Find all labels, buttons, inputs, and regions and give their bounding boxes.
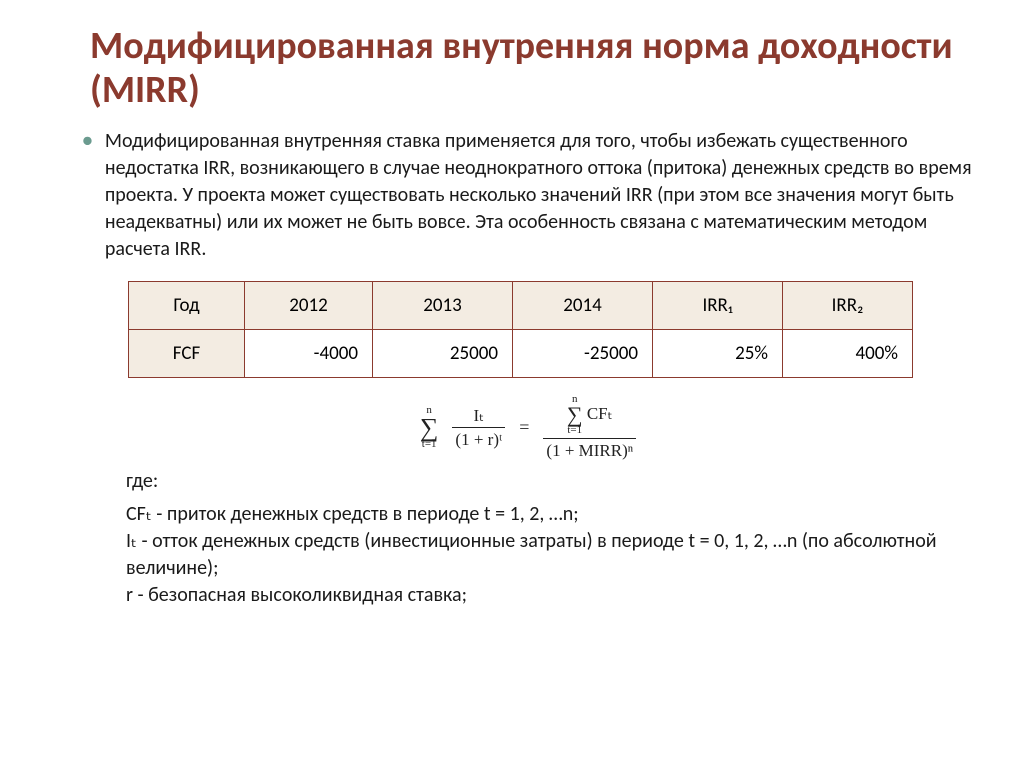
equals-sign: = [519,417,529,438]
table-cell: -4000 [245,330,373,378]
table-cell: 2014 [513,282,653,330]
fraction-bar [452,427,505,428]
def-cf: CFₜ - приток денежных средств в периоде … [126,501,974,528]
table-row: Год 2012 2013 2014 IRR₁ IRR₂ [129,282,913,330]
sum-left: n ∑ t=1 [420,405,439,450]
irr-table: Год 2012 2013 2014 IRR₁ IRR₂ FCF -4000 2… [128,281,913,378]
table-cell: 2012 [245,282,373,330]
table-cell: 2013 [373,282,513,330]
paragraph-text: Модифицированная внутренняя ставка приме… [105,128,974,263]
table-cell: 400% [783,330,913,378]
table-cell: 25000 [373,330,513,378]
table-cell: IRR₁ [653,282,783,330]
fraction-bar [543,438,636,439]
bullet-icon: ● [82,128,93,153]
sigma-icon: ∑ [567,405,583,425]
fraction-left: Iₜ (1 + r)ᵗ [452,406,505,450]
bullet-item: ● Модифицированная внутренняя ставка при… [82,128,974,263]
slide-title: Модифицированная внутренняя норма доходн… [50,25,974,112]
denominator: (1 + r)ᵗ [452,430,505,450]
numerator: n ∑ t=1 CFₜ [564,394,616,436]
definitions-block: CFₜ - приток денежных средств в периоде … [126,501,974,609]
fraction-right: n ∑ t=1 CFₜ (1 + MIRR)ⁿ [543,394,636,460]
denominator: (1 + MIRR)ⁿ [543,441,636,461]
where-label: где: [126,469,974,493]
sum-lower: t=1 [422,439,437,450]
table-cell: IRR₂ [783,282,913,330]
sum-lower: t=1 [567,425,582,436]
table-cell: FCF [129,330,245,378]
table-cell: Год [129,282,245,330]
cf-term: CFₜ [587,404,613,423]
numerator: Iₜ [470,406,487,426]
formula-block: n ∑ t=1 Iₜ (1 + r)ᵗ = n ∑ t=1 CFₜ [82,394,974,460]
table-cell: -25000 [513,330,653,378]
def-it: Iₜ - отток денежных средств (инвестицион… [126,528,974,582]
table-cell: 25% [653,330,783,378]
sigma-icon: ∑ [420,416,439,439]
data-table: Год 2012 2013 2014 IRR₁ IRR₂ FCF -4000 2… [128,281,974,378]
def-r: r - безопасная высоколиквидная ставка; [126,582,974,609]
body-content: ● Модифицированная внутренняя ставка при… [50,128,974,608]
table-row: FCF -4000 25000 -25000 25% 400% [129,330,913,378]
